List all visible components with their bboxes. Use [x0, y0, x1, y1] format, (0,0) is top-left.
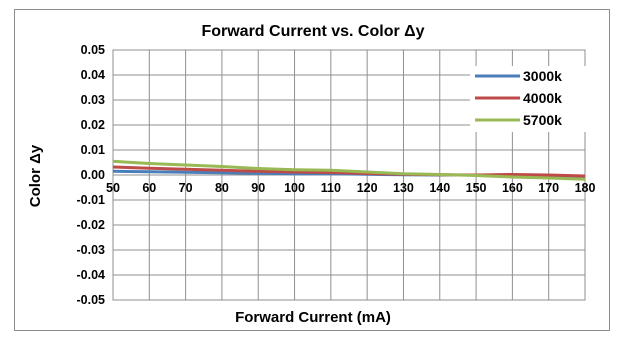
legend-label-4000k: 4000k [523, 90, 562, 106]
y-tick-label: 0.03 [81, 93, 105, 107]
y-tick-label: 0.02 [81, 118, 105, 132]
x-tick-label: 130 [393, 181, 414, 195]
x-tick-label: 110 [321, 181, 341, 195]
y-tick-label: -0.02 [77, 218, 106, 232]
x-tick-label: 80 [215, 181, 229, 195]
x-tick-labels: 50 60 70 80 90 100 110 120 130 140 150 160 170 180 [106, 181, 595, 195]
y-tick-label: -0.04 [77, 268, 106, 282]
series-line-5700k [112, 159, 586, 181]
legend-label-3000k: 3000k [523, 68, 562, 84]
x-tick-label: 120 [357, 181, 378, 195]
y-tick-label: -0.03 [77, 243, 106, 257]
x-tick-label: 70 [179, 181, 193, 195]
chart-title: Forward Current vs. Color Δy [201, 23, 424, 40]
x-tick-label: 90 [251, 181, 265, 195]
legend-label-5700k: 5700k [523, 112, 562, 128]
y-tick-label: 0.05 [81, 43, 105, 57]
y-axis-title: Color Δy [27, 144, 44, 207]
x-tick-label: 60 [142, 181, 156, 195]
line-chart: Forward Current vs. Color Δy 0.050.040.0… [27, 23, 595, 326]
y-tick-labels: 0.05 0.04 0.03 0.02 0.01 0.00 -0.01 -0.02 -0.03 -… [77, 43, 106, 307]
x-tick-label: 160 [502, 181, 523, 195]
x-tick-label: 100 [284, 181, 305, 195]
x-tick-label: 150 [466, 181, 487, 195]
x-tick-label: 50 [106, 181, 120, 195]
y-tick-label: 0.00 [81, 168, 105, 182]
y-tick-label: 0.01 [81, 143, 105, 157]
x-tick-label: 180 [575, 181, 596, 195]
x-tick-label: 170 [538, 181, 559, 195]
x-tick-label: 140 [429, 181, 450, 195]
chart-frame: Forward Current vs. Color Δy 0.05 0.04 0.0… [14, 9, 610, 331]
y-tick-label: -0.01 [77, 193, 106, 207]
legend: 3000k 4000k 5700k [470, 66, 586, 132]
y-tick-label: 0.04 [81, 68, 105, 82]
series-line-4000k [112, 165, 586, 178]
y-tick-label: -0.05 [77, 293, 106, 307]
x-axis-title: Forward Current (mA) [235, 309, 391, 326]
series-lines [112, 159, 586, 181]
